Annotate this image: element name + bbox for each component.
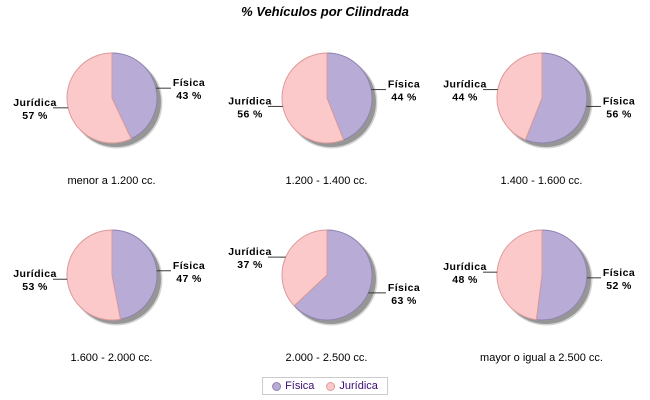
slice-name-label: Jurídica bbox=[228, 246, 271, 258]
slice-name-label: Jurídica bbox=[13, 268, 56, 280]
slice-value-label: 43 % bbox=[176, 90, 202, 102]
pie-slice-fisica bbox=[524, 52, 588, 144]
pie-slice-juridica bbox=[496, 52, 543, 141]
slice-value-label: 52 % bbox=[606, 280, 632, 292]
slice-value-label: 57 % bbox=[22, 110, 48, 122]
pie-category-label: 2.000 - 2.500 cc. bbox=[285, 352, 368, 364]
pie-slice-fisica bbox=[111, 229, 158, 320]
pie-grid: Física 43 % Jurídica 57 % menor a 1.200 cc.… bbox=[4, 35, 649, 389]
legend-swatch-juridica-icon bbox=[326, 381, 336, 391]
legend-swatch-fisica-icon bbox=[272, 381, 282, 391]
pie-category-label: 1.400 - 1.600 cc. bbox=[500, 175, 583, 187]
pie-slice-fisica bbox=[326, 52, 373, 141]
slice-name-label: Jurídica bbox=[13, 97, 56, 109]
slice-name-label: Jurídica bbox=[228, 95, 271, 107]
slice-value-label: 37 % bbox=[237, 259, 263, 271]
pie-category-label: menor a 1.200 cc. bbox=[67, 175, 156, 187]
slice-value-label: 44 % bbox=[391, 92, 417, 104]
pie-category-label: 1.200 - 1.400 cc. bbox=[285, 175, 368, 187]
legend: Física Jurídica bbox=[262, 377, 388, 395]
slice-value-label: 48 % bbox=[452, 274, 478, 286]
pie-slice-juridica bbox=[496, 229, 543, 321]
slice-value-label: 56 % bbox=[237, 108, 263, 120]
pie-slice-juridica bbox=[66, 52, 132, 144]
pie-slice-juridica bbox=[281, 229, 328, 307]
legend-label: Física bbox=[285, 380, 315, 392]
legend-item-fisica: Física bbox=[272, 380, 314, 392]
slice-name-label: Jurídica bbox=[443, 79, 486, 91]
pie-slice-juridica bbox=[66, 229, 122, 321]
slice-name-label: Jurídica bbox=[443, 261, 486, 273]
slice-name-label: Física bbox=[388, 282, 420, 294]
pie-cell: Física 44 % Jurídica 56 % 1.200 - 1.400 cc. bbox=[219, 35, 434, 212]
slice-name-label: Física bbox=[603, 267, 635, 279]
pie-category-label: mayor o igual a 2.500 cc. bbox=[480, 352, 603, 364]
slice-name-label: Física bbox=[603, 95, 635, 107]
slice-name-label: Física bbox=[173, 260, 205, 272]
slice-value-label: 56 % bbox=[606, 108, 632, 120]
legend-item-juridica: Jurídica bbox=[326, 380, 378, 392]
pie-cell: Física 47 % Jurídica 53 % 1.600 - 2.000 cc. bbox=[4, 212, 219, 389]
slice-name-label: Física bbox=[173, 77, 205, 89]
pie-category-label: 1.600 - 2.000 cc. bbox=[70, 352, 153, 364]
pie-slice-juridica bbox=[281, 52, 345, 144]
pie-cell: Física 63 % Jurídica 37 % 2.000 - 2.500 cc. bbox=[219, 212, 434, 389]
pie-cell: Física 56 % Jurídica 44 % 1.400 - 1.600 cc. bbox=[434, 35, 649, 212]
pie-cell: Física 52 % Jurídica 48 % mayor o igual a 2… bbox=[434, 212, 649, 389]
slice-value-label: 47 % bbox=[176, 273, 202, 285]
slice-value-label: 44 % bbox=[452, 92, 478, 104]
pie-cell: Física 43 % Jurídica 57 % menor a 1.200 cc. bbox=[4, 35, 219, 212]
slice-name-label: Física bbox=[388, 79, 420, 91]
legend-label: Jurídica bbox=[339, 380, 378, 392]
slice-value-label: 63 % bbox=[391, 295, 417, 307]
chart-title: % Vehículos por Cilindrada bbox=[241, 4, 409, 19]
slice-value-label: 53 % bbox=[22, 281, 48, 293]
pie-slice-fisica bbox=[535, 229, 588, 321]
